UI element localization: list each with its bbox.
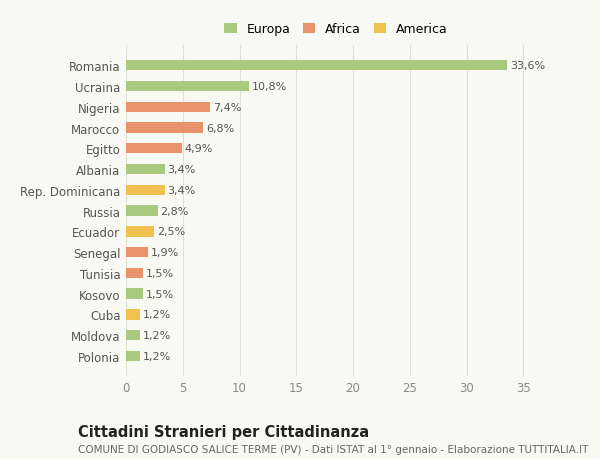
Text: 1,5%: 1,5% (146, 269, 174, 278)
Bar (126, 102, 210, 113)
Text: 1,5%: 1,5% (146, 289, 174, 299)
Bar (126, 289, 143, 299)
Text: 1,2%: 1,2% (142, 310, 171, 320)
Text: 33,6%: 33,6% (510, 61, 545, 71)
Text: 3,4%: 3,4% (167, 185, 196, 196)
Bar (126, 61, 508, 71)
Bar (126, 330, 140, 341)
Bar (126, 185, 164, 196)
Text: 10,8%: 10,8% (251, 82, 287, 92)
Text: 1,2%: 1,2% (142, 330, 171, 341)
Text: 1,9%: 1,9% (151, 247, 179, 257)
Text: 4,9%: 4,9% (184, 144, 213, 154)
Text: 3,4%: 3,4% (167, 165, 196, 175)
Bar (126, 123, 203, 134)
Text: 2,8%: 2,8% (161, 206, 189, 216)
Bar (126, 82, 248, 92)
Bar (126, 247, 148, 258)
Text: 2,5%: 2,5% (157, 227, 185, 237)
Bar (126, 164, 164, 175)
Text: 6,8%: 6,8% (206, 123, 234, 133)
Bar (126, 309, 140, 320)
Text: COMUNE DI GODIASCO SALICE TERME (PV) - Dati ISTAT al 1° gennaio - Elaborazione T: COMUNE DI GODIASCO SALICE TERME (PV) - D… (78, 444, 589, 454)
Bar (126, 227, 154, 237)
Bar (126, 351, 140, 361)
Bar (126, 206, 158, 216)
Bar (126, 268, 143, 279)
Text: 7,4%: 7,4% (213, 102, 241, 112)
Text: 1,2%: 1,2% (142, 351, 171, 361)
Bar (126, 144, 182, 154)
Legend: Europa, Africa, America: Europa, Africa, America (224, 23, 448, 36)
Text: Cittadini Stranieri per Cittadinanza: Cittadini Stranieri per Cittadinanza (78, 425, 369, 440)
